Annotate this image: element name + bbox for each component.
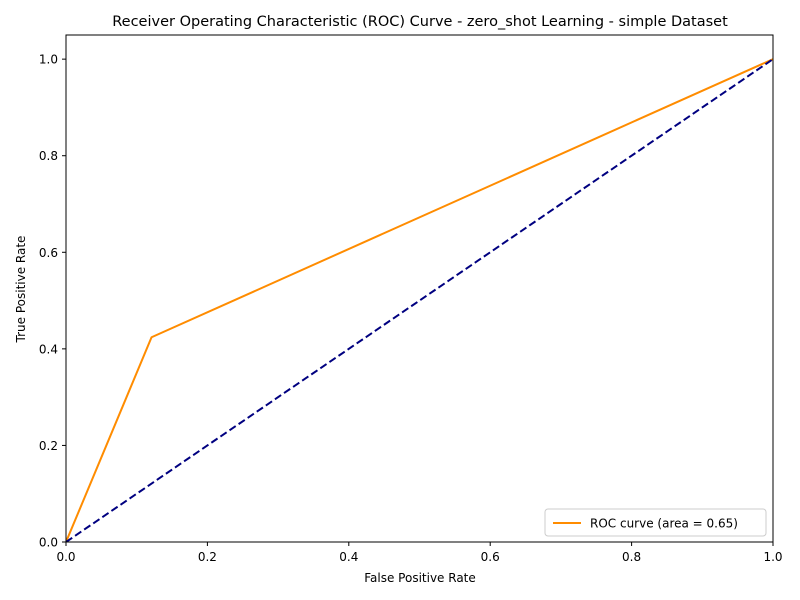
x-tick-label: 0.2	[198, 550, 217, 564]
y-axis-label: True Positive Rate	[14, 236, 28, 344]
x-tick-label: 0.4	[339, 550, 358, 564]
y-tick-label: 0.2	[39, 439, 58, 453]
legend-entry-label: ROC curve (area = 0.65)	[590, 517, 738, 531]
y-tick-label: 0.4	[39, 342, 58, 356]
x-tick-label: 0.6	[481, 550, 500, 564]
chart-title: Receiver Operating Characteristic (ROC) …	[112, 14, 728, 30]
y-tick-label: 0.6	[39, 246, 58, 260]
series-group	[66, 58, 773, 542]
plot-area: 0.0 0.2 0.4 0.6 0.8 1.0 0.0 0.2 0.4 0.6 0.8 1.0	[39, 34, 783, 564]
roc-curve-line	[66, 58, 773, 542]
legend-box	[544, 508, 767, 537]
y-tick-label: 0.8	[39, 149, 58, 163]
x-axis-label: False Positive Rate	[364, 571, 476, 585]
y-tick-label: 0.0	[39, 536, 58, 550]
x-tick-label: 0.0	[56, 550, 75, 564]
legend: ROC curve (area = 0.65)	[544, 508, 767, 537]
y-tick-label: 1.0	[39, 53, 58, 67]
x-tick-label: 0.8	[622, 550, 641, 564]
chance-diagonal-line	[66, 58, 773, 542]
axes-frame	[65, 34, 774, 543]
x-tick-label: 1.0	[763, 550, 782, 564]
